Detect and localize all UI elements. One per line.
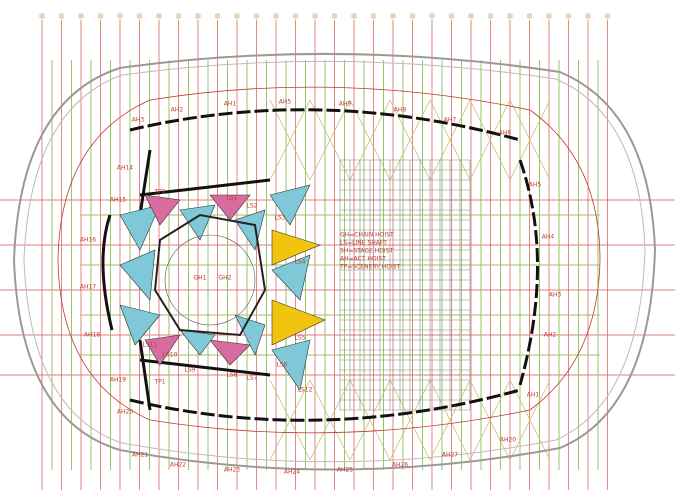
shaft-label: LS6 — [277, 362, 288, 369]
shaft-label: LS5 — [295, 335, 306, 342]
grid-bubble — [526, 13, 533, 19]
hoist-label: AH19 — [110, 377, 126, 384]
grid-bubble — [175, 13, 182, 19]
grid-bubble — [390, 13, 396, 19]
shaft-label: LS10 — [163, 352, 178, 359]
shaft-label: LS11 — [143, 342, 158, 349]
grid-bubble — [370, 13, 377, 19]
grid-bubble — [273, 13, 279, 19]
grid-bubble — [117, 13, 123, 19]
grid-bubble — [39, 13, 45, 19]
hoist-label: AH2 — [544, 332, 557, 339]
hoist-label: AH1 — [224, 101, 237, 108]
hexagon — [153, 213, 267, 337]
grid-bubble — [195, 13, 201, 19]
bracing — [269, 99, 311, 181]
grid-bubble — [448, 13, 455, 19]
shaft-label: LS2 — [247, 203, 258, 210]
hoist-label: AH2 — [171, 107, 184, 114]
hoist-label: AH20 — [500, 437, 516, 444]
shaft-label: LS12 — [298, 387, 313, 394]
hoist-label: AH7 — [444, 117, 457, 124]
legend-line: AH=ACT HOIST — [340, 256, 386, 263]
grid-bubble — [78, 13, 84, 19]
shaft-label: LS9 — [185, 367, 196, 374]
grid-bubble — [97, 13, 104, 19]
outer-shell-inner — [23, 60, 646, 463]
legend-line: LS=LINE SHAFT — [340, 240, 387, 247]
shaft-label: LS3 — [275, 215, 286, 222]
hoist-label: AH5 — [279, 99, 292, 106]
grid-bubble — [487, 13, 494, 19]
bracing — [429, 379, 471, 461]
hoist-label: AH8 — [394, 107, 407, 114]
hoist-label: AH17 — [80, 284, 96, 291]
grid-bubble — [156, 13, 162, 19]
inner-ellipse — [57, 86, 601, 434]
shaft-label: TP2 — [153, 189, 165, 196]
grid-bubble — [468, 13, 474, 19]
grid-bubble — [585, 13, 591, 19]
hoist-label: AH24 — [284, 469, 300, 476]
shaft-label: LS8 — [227, 372, 238, 379]
legend-line: SH=STAGE HOIST — [340, 248, 394, 255]
grid-bubble — [546, 13, 552, 19]
triangles — [119, 184, 326, 391]
hoist-label: AH20 — [117, 409, 133, 416]
grid-bubble — [136, 13, 143, 19]
hoist-label: AH9 — [339, 101, 352, 108]
hoist-label: AH3 — [549, 292, 562, 299]
shaft-label: LS4 — [295, 259, 306, 266]
shaft-label: LS7 — [247, 375, 258, 382]
grid-bubble — [507, 13, 513, 19]
black-rails — [101, 108, 539, 422]
grid-bubble — [429, 13, 435, 19]
grid-bubble — [565, 13, 572, 19]
grid-bubble — [292, 13, 299, 19]
hoist-label: AH3 — [132, 117, 145, 124]
bracing — [269, 379, 311, 461]
outer-shell — [12, 52, 657, 471]
hoist-label: AH4 — [542, 234, 555, 241]
bracing — [309, 99, 351, 181]
hoist-label: AH22 — [170, 462, 186, 469]
hoist-label: AH16 — [80, 237, 96, 244]
bracing — [509, 99, 551, 181]
legend-line: GH=CHAIN HOIST — [340, 232, 394, 239]
shaft-label: GH2 — [219, 275, 232, 282]
hoist-label: AH1 — [527, 392, 540, 399]
hoist-label: AH26 — [392, 462, 408, 469]
hoist-label: AH5 — [529, 182, 542, 189]
hoist-label: AH23 — [224, 467, 240, 474]
hoist-label: AH18 — [84, 332, 100, 339]
shaft-label: TP1 — [153, 379, 165, 386]
bracing — [469, 379, 511, 461]
hoist-label: AH27 — [442, 452, 458, 459]
hoist-label: AH21 — [132, 452, 148, 459]
grid-bubble — [58, 13, 65, 19]
legend-line: TP=SCENERY HOIST — [339, 264, 401, 271]
bracing — [349, 379, 391, 461]
hoist-label: AH25 — [337, 467, 353, 474]
grid-bubble — [253, 13, 260, 19]
hoist-label: AH15 — [110, 197, 126, 204]
grid-bubble — [331, 13, 338, 19]
hoist-label: AH6 — [499, 130, 512, 137]
bracing — [429, 99, 471, 181]
grid-bubble — [312, 13, 318, 19]
shaft-label: GH1 — [194, 275, 207, 282]
stage-grid — [339, 159, 471, 411]
center-ring — [164, 234, 256, 326]
bracing — [469, 99, 511, 181]
grid-bubble — [234, 13, 240, 19]
bracing — [389, 379, 431, 461]
hoist-label: AH14 — [117, 165, 133, 172]
bracing — [389, 99, 431, 181]
grid-bubble — [409, 13, 416, 19]
grid-bubble — [214, 13, 221, 19]
grid-bubble — [351, 13, 357, 19]
shaft-label: LS1 — [227, 195, 238, 202]
grid-bubble — [604, 13, 611, 19]
